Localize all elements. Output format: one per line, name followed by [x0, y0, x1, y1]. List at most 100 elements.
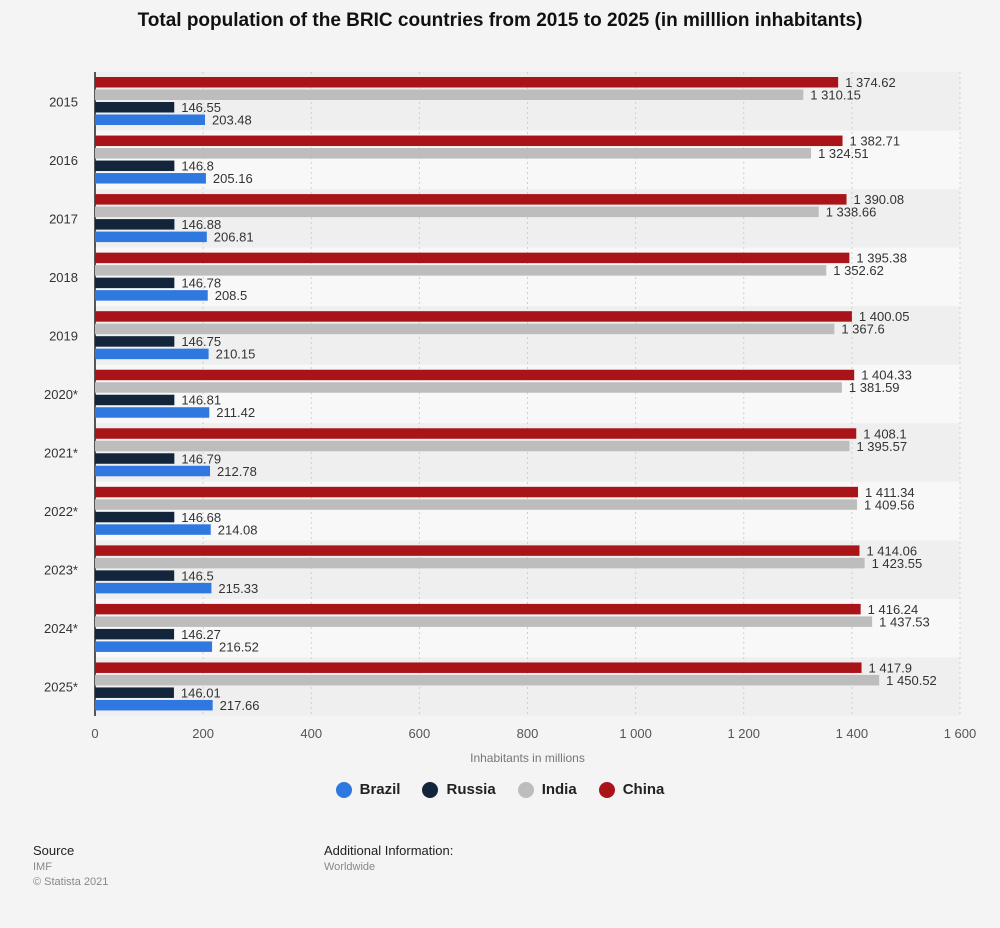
bar-russia-2017: [95, 219, 175, 230]
bar-russia-2018: [95, 277, 175, 289]
bar-russia-2025: [95, 687, 174, 698]
data-label-russia-2024: 146.27: [181, 627, 221, 642]
bar-brazil-2024: [95, 641, 213, 652]
x-tick-label-600: 600: [409, 726, 431, 741]
x-tick-label-200: 200: [192, 726, 214, 741]
x-axis-label: Inhabitants in millions: [470, 751, 585, 765]
legend-dot-india: [517, 781, 534, 798]
legend-dot-brazil: [335, 781, 352, 798]
data-label-brazil-2016: 205.16: [213, 171, 253, 186]
bar-russia-2023: [95, 570, 175, 581]
data-label-brazil-2015: 203.48: [212, 113, 252, 128]
data-label-russia-2018: 146.78: [181, 276, 221, 291]
legend-dot-china: [598, 781, 615, 798]
x-tick-label-400: 400: [300, 726, 322, 741]
data-label-india-2020: 1 381.59: [849, 380, 900, 395]
data-label-russia-2017: 146.88: [181, 217, 221, 232]
bar-china-2021: [95, 428, 857, 439]
x-tick-label-1-000: 1 000: [619, 726, 652, 741]
legend-item-china[interactable]: China: [598, 781, 665, 798]
bar-brazil-2017: [95, 231, 207, 243]
bar-india-2019: [95, 323, 835, 335]
bar-russia-2021: [95, 453, 175, 464]
legend-item-brazil[interactable]: Brazil: [335, 781, 401, 798]
copyright: © Statista 2021: [33, 876, 109, 888]
bar-russia-2020: [95, 394, 175, 406]
bar-india-2025: [95, 674, 880, 686]
data-label-india-2015: 1 310.15: [810, 88, 861, 103]
data-label-china-2021: 1 408.1: [863, 426, 906, 441]
bar-china-2025: [95, 662, 862, 673]
bar-china-2018: [95, 252, 850, 264]
data-label-brazil-2023: 215.33: [218, 581, 258, 596]
legend-item-india[interactable]: India: [517, 781, 577, 798]
y-tick-label-2021: 2021*: [44, 446, 78, 461]
data-label-india-2023: 1 423.55: [872, 556, 923, 571]
bar-brazil-2019: [95, 348, 209, 360]
data-label-brazil-2022: 214.08: [218, 522, 258, 537]
data-label-india-2021: 1 395.57: [856, 439, 907, 454]
legend-label-china: China: [622, 781, 665, 798]
data-label-brazil-2021: 212.78: [217, 464, 257, 479]
data-label-india-2018: 1 352.62: [833, 263, 884, 278]
data-label-russia-2021: 146.79: [181, 451, 221, 466]
data-label-china-2015: 1 374.62: [845, 75, 896, 90]
bar-russia-2016: [95, 160, 175, 172]
x-tick-label-800: 800: [517, 726, 539, 741]
bar-china-2017: [95, 194, 847, 205]
data-label-india-2016: 1 324.51: [818, 146, 869, 161]
bar-china-2020: [95, 369, 855, 381]
y-tick-label-2017: 2017: [49, 211, 78, 226]
y-tick-label-2023: 2023*: [44, 563, 78, 578]
bar-china-2019: [95, 311, 852, 322]
y-tick-label-2015: 2015: [49, 94, 78, 109]
data-label-russia-2022: 146.68: [181, 510, 221, 525]
y-tick-label-2020: 2020*: [44, 387, 78, 402]
bar-brazil-2015: [95, 114, 206, 125]
legend: Brazil Russia India China: [0, 781, 1000, 798]
data-label-china-2018: 1 395.38: [856, 251, 907, 266]
legend-label-brazil: Brazil: [359, 781, 401, 798]
x-tick-label-0: 0: [91, 726, 98, 741]
bar-india-2015: [95, 89, 804, 100]
data-label-russia-2016: 146.8: [181, 159, 214, 174]
data-label-china-2022: 1 411.34: [865, 485, 915, 500]
bar-brazil-2025: [95, 699, 213, 711]
bar-china-2022: [95, 486, 859, 498]
y-tick-label-2025: 2025*: [44, 680, 78, 695]
bar-brazil-2022: [95, 524, 211, 535]
bar-russia-2019: [95, 336, 175, 347]
data-label-india-2025: 1 450.52: [886, 673, 937, 688]
data-label-russia-2015: 146.55: [181, 100, 221, 115]
bar-india-2024: [95, 616, 873, 627]
bar-india-2020: [95, 382, 842, 393]
data-label-brazil-2025: 217.66: [220, 698, 260, 713]
x-tick-label-1-400: 1 400: [836, 726, 869, 741]
data-label-russia-2023: 146.5: [181, 568, 214, 583]
data-label-china-2025: 1 417.9: [869, 660, 912, 675]
data-label-russia-2019: 146.75: [181, 334, 221, 349]
legend-item-russia[interactable]: Russia: [422, 781, 496, 798]
y-tick-label-2016: 2016: [49, 153, 78, 168]
data-label-russia-2020: 146.81: [181, 393, 221, 408]
data-label-china-2023: 1 414.06: [866, 543, 917, 558]
data-label-china-2017: 1 390.08: [854, 192, 905, 207]
source-value[interactable]: IMF: [33, 861, 52, 873]
bar-brazil-2016: [95, 173, 206, 184]
source-label: Source: [33, 843, 75, 858]
legend-label-russia: Russia: [446, 781, 496, 798]
data-label-india-2024: 1 437.53: [879, 614, 930, 629]
data-label-brazil-2020: 211.42: [216, 405, 255, 420]
data-label-brazil-2017: 206.81: [214, 230, 254, 245]
bar-india-2018: [95, 265, 827, 276]
bar-china-2024: [95, 603, 861, 615]
bar-india-2017: [95, 206, 819, 218]
bar-russia-2015: [95, 102, 175, 113]
info-label: Additional Information:: [324, 843, 454, 858]
bar-india-2022: [95, 499, 858, 510]
data-label-brazil-2019: 210.15: [216, 347, 256, 362]
bar-india-2023: [95, 557, 865, 569]
bar-brazil-2023: [95, 582, 212, 594]
data-label-brazil-2018: 208.5: [215, 288, 248, 303]
bar-india-2021: [95, 440, 850, 452]
